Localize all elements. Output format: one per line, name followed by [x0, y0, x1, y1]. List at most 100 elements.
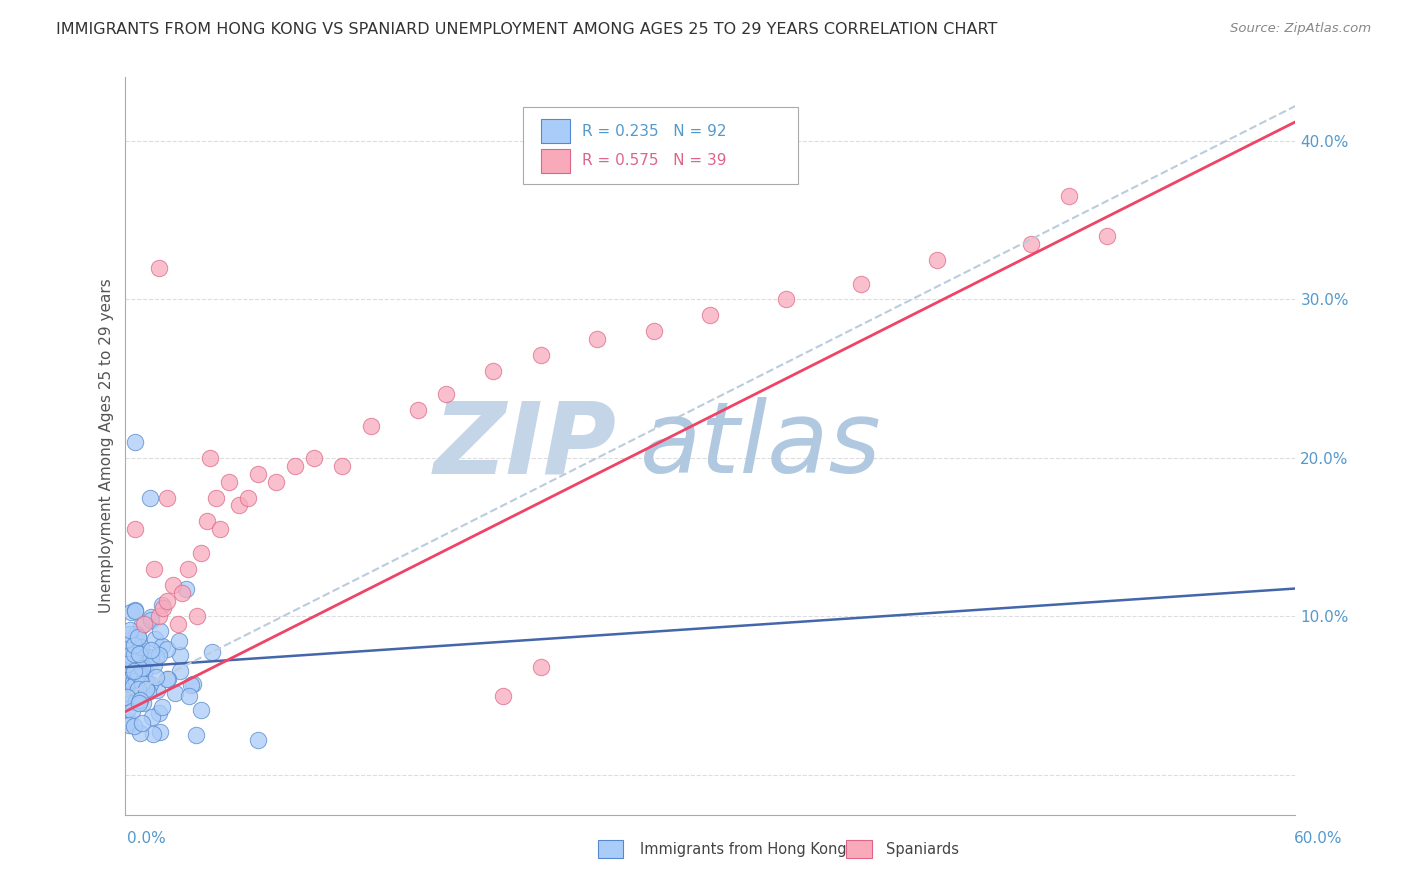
Point — [183, 677, 205, 691]
Point — [139, 614, 162, 628]
Point — [145, 650, 167, 665]
Point — [139, 643, 162, 657]
Point — [128, 641, 150, 656]
Point — [131, 661, 153, 675]
Point — [131, 716, 153, 731]
Point — [177, 562, 200, 576]
FancyBboxPatch shape — [523, 107, 799, 185]
Point — [142, 727, 165, 741]
Point — [138, 677, 160, 691]
Point — [124, 604, 146, 618]
Point — [128, 641, 150, 656]
Point — [406, 403, 429, 417]
Point — [141, 609, 163, 624]
Point — [117, 685, 139, 699]
Point — [482, 364, 505, 378]
Point — [148, 648, 170, 663]
Point — [131, 676, 153, 690]
Bar — [541, 120, 569, 143]
Point — [146, 682, 169, 697]
Point — [128, 658, 150, 673]
Point — [150, 699, 173, 714]
Point — [530, 348, 553, 362]
Point — [122, 665, 145, 679]
Point — [132, 696, 155, 710]
Point — [148, 624, 170, 638]
Point — [699, 308, 721, 322]
Point — [134, 663, 156, 677]
Point — [302, 450, 325, 465]
Point — [205, 491, 228, 505]
Point — [228, 499, 250, 513]
Point — [118, 718, 141, 732]
Text: Source: ZipAtlas.com: Source: ZipAtlas.com — [1230, 22, 1371, 36]
Point — [530, 660, 553, 674]
Point — [117, 702, 139, 716]
Point — [117, 690, 139, 704]
Point — [157, 672, 180, 686]
Point — [128, 648, 150, 662]
Point — [129, 680, 152, 694]
Point — [127, 630, 149, 644]
Point — [122, 647, 145, 661]
Point — [143, 632, 166, 646]
Point — [136, 685, 159, 699]
Bar — [541, 149, 569, 172]
Point — [118, 648, 141, 662]
Point — [120, 605, 142, 619]
Point — [124, 435, 146, 450]
Point — [127, 631, 149, 645]
Point — [492, 689, 515, 703]
Point — [121, 679, 143, 693]
Point — [132, 650, 155, 665]
Point — [150, 598, 173, 612]
Point — [141, 709, 163, 723]
Point — [124, 718, 146, 732]
Point — [200, 450, 222, 465]
Point — [218, 475, 240, 489]
Point — [148, 260, 170, 275]
Point — [925, 252, 948, 267]
Point — [851, 277, 873, 291]
Point — [1095, 229, 1118, 244]
Point — [128, 697, 150, 711]
Point — [135, 675, 157, 690]
Point — [121, 704, 143, 718]
Point — [142, 562, 165, 576]
Point — [360, 419, 382, 434]
Point — [128, 665, 150, 680]
Point — [156, 491, 179, 505]
Text: ZIP: ZIP — [434, 398, 617, 494]
Point — [236, 491, 259, 505]
Point — [141, 650, 163, 665]
Point — [1057, 189, 1080, 203]
Point — [117, 657, 139, 672]
Point — [120, 695, 142, 709]
Point — [145, 670, 167, 684]
Point — [124, 603, 146, 617]
Point — [125, 645, 148, 659]
Point — [128, 726, 150, 740]
Point — [122, 664, 145, 678]
Point — [124, 522, 146, 536]
Point — [127, 682, 149, 697]
Point — [129, 618, 152, 632]
Text: 60.0%: 60.0% — [1295, 831, 1343, 846]
Point — [246, 467, 269, 481]
Point — [121, 674, 143, 689]
Text: Spaniards: Spaniards — [886, 842, 959, 856]
Point — [208, 522, 231, 536]
Point — [434, 387, 457, 401]
Point — [129, 640, 152, 654]
Point — [125, 627, 148, 641]
Point — [148, 706, 170, 720]
Point — [775, 293, 797, 307]
Point — [129, 653, 152, 667]
Text: 0.0%: 0.0% — [127, 831, 166, 846]
Point — [332, 458, 354, 473]
Point — [184, 728, 207, 742]
Point — [195, 514, 218, 528]
Point — [1019, 236, 1042, 251]
Point — [167, 617, 190, 632]
Point — [125, 674, 148, 689]
